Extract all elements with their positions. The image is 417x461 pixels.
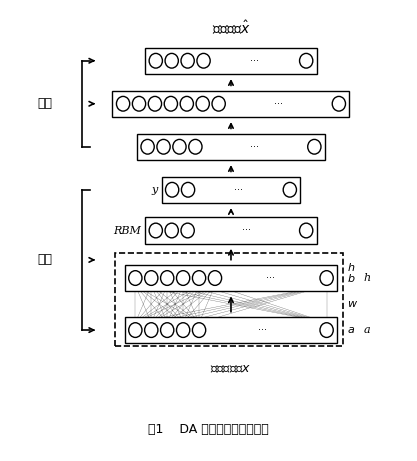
Text: h: h	[364, 273, 371, 283]
Text: $w$: $w$	[347, 299, 359, 309]
Circle shape	[166, 183, 179, 197]
Bar	[161, 177, 301, 203]
Bar	[115, 253, 343, 346]
Circle shape	[149, 223, 162, 238]
Circle shape	[180, 96, 193, 111]
Text: 重构结果$\hat{x}$: 重构结果$\hat{x}$	[212, 18, 250, 36]
Text: ···: ···	[250, 142, 259, 152]
Text: 编码: 编码	[38, 254, 53, 266]
Circle shape	[176, 323, 190, 337]
Bar	[137, 134, 325, 160]
Circle shape	[181, 223, 194, 238]
Bar	[145, 47, 317, 74]
Circle shape	[197, 53, 210, 68]
Text: 训练数据集$x$: 训练数据集$x$	[211, 362, 251, 375]
Text: ···: ···	[266, 273, 275, 283]
Circle shape	[189, 139, 202, 154]
Circle shape	[320, 323, 333, 337]
Circle shape	[157, 139, 170, 154]
Text: $a$: $a$	[347, 325, 356, 335]
Bar	[145, 218, 317, 243]
Text: ···: ···	[259, 325, 267, 335]
Circle shape	[161, 271, 174, 285]
Circle shape	[165, 53, 178, 68]
Circle shape	[149, 53, 162, 68]
Circle shape	[141, 139, 154, 154]
Text: $h$: $h$	[347, 261, 356, 273]
Circle shape	[161, 323, 174, 337]
Circle shape	[320, 271, 333, 285]
Circle shape	[308, 139, 321, 154]
Circle shape	[212, 96, 225, 111]
Circle shape	[145, 323, 158, 337]
Text: 图1    DA 模型的逐层训练过程: 图1 DA 模型的逐层训练过程	[148, 423, 269, 436]
Circle shape	[129, 323, 142, 337]
Circle shape	[208, 271, 221, 285]
Text: 解码: 解码	[38, 97, 53, 110]
Circle shape	[299, 223, 313, 238]
Bar	[125, 317, 337, 343]
Circle shape	[116, 96, 130, 111]
Circle shape	[181, 183, 195, 197]
Circle shape	[173, 139, 186, 154]
Text: RBM: RBM	[113, 225, 141, 236]
Circle shape	[165, 223, 178, 238]
Circle shape	[164, 96, 178, 111]
Bar	[125, 265, 337, 291]
Circle shape	[283, 183, 296, 197]
Circle shape	[299, 53, 313, 68]
Text: ···: ···	[274, 99, 283, 109]
Text: a: a	[364, 325, 370, 335]
Text: ···: ···	[242, 225, 251, 236]
Circle shape	[181, 53, 194, 68]
Circle shape	[148, 96, 161, 111]
Bar	[113, 91, 349, 117]
Circle shape	[196, 96, 209, 111]
Circle shape	[129, 271, 142, 285]
Text: ···: ···	[250, 56, 259, 66]
Circle shape	[132, 96, 146, 111]
Text: ···: ···	[234, 185, 244, 195]
Circle shape	[332, 96, 346, 111]
Text: $b$: $b$	[347, 272, 356, 284]
Text: y: y	[151, 185, 157, 195]
Circle shape	[145, 271, 158, 285]
Circle shape	[192, 271, 206, 285]
Circle shape	[192, 323, 206, 337]
Circle shape	[176, 271, 190, 285]
